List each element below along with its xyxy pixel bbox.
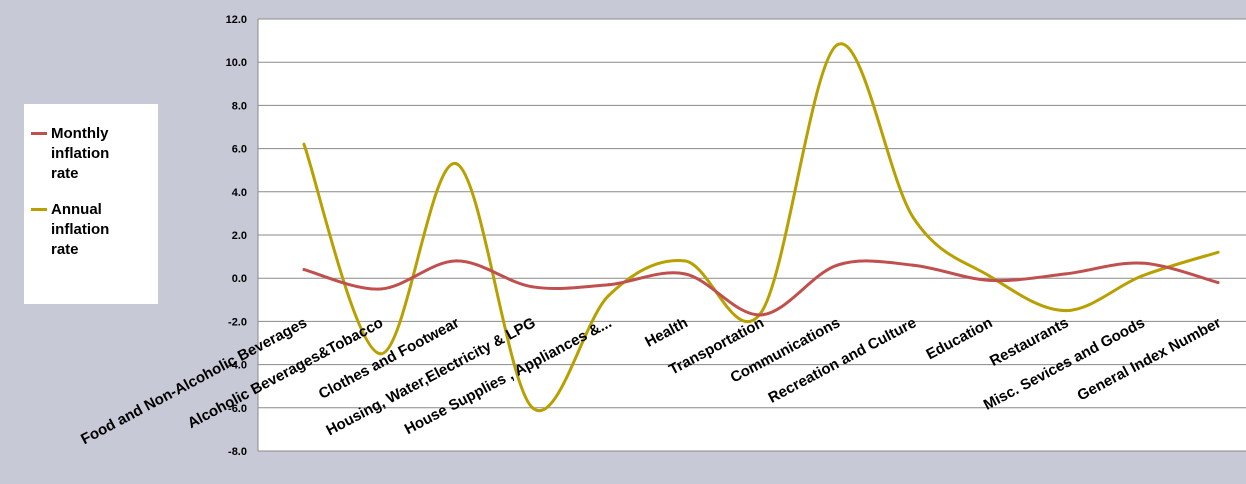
data-point-monthly-4 (607, 283, 611, 287)
y-tick-label-3: 6.0 (232, 144, 247, 156)
data-point-annual-3 (531, 406, 534, 410)
y-tick-label-2: 8.0 (232, 100, 247, 112)
data-point-monthly-6 (759, 313, 763, 317)
data-point-monthly-0 (302, 268, 306, 272)
y-tick-label-8: -4.0 (228, 360, 247, 372)
y-tick-label-4: 4.0 (232, 187, 247, 199)
y-tick-label-9: -6.0 (228, 403, 247, 415)
data-point-annual-1 (378, 352, 382, 356)
chart-legend: Monthly inflation rate Annual inflation … (24, 104, 158, 304)
legend-label-monthly: Monthly inflation rate (51, 125, 110, 182)
data-point-annual-11 (1140, 274, 1144, 278)
data-point-monthly-12 (1216, 281, 1220, 284)
y-tick-label-5: 2.0 (232, 230, 247, 242)
data-point-annual-0 (302, 142, 306, 146)
data-point-annual-7 (835, 43, 839, 47)
data-point-annual-4 (607, 294, 611, 297)
data-point-monthly-9 (988, 278, 991, 282)
data-point-annual-8 (911, 216, 915, 220)
y-tick-label-7: -2.0 (228, 316, 247, 328)
legend-item-annual: Annual inflation rate (24, 200, 158, 260)
series-line-annual (302, 42, 1220, 413)
data-point-monthly-5 (683, 272, 687, 276)
data-point-monthly-10 (1064, 272, 1068, 276)
legend-label-annual: Annual inflation rate (51, 201, 110, 258)
data-point-annual-2 (454, 162, 458, 166)
y-tick-label-6: 0.0 (232, 273, 247, 285)
y-tick-label-10: -8.0 (228, 446, 247, 458)
data-point-annual-5 (683, 259, 687, 263)
data-point-monthly-11 (1140, 261, 1144, 265)
data-point-monthly-7 (835, 263, 839, 267)
legend-swatch-monthly (31, 132, 47, 135)
data-point-monthly-8 (911, 263, 915, 267)
data-point-monthly-1 (378, 287, 382, 291)
data-point-monthly-2 (454, 259, 458, 263)
data-point-monthly-3 (531, 285, 534, 289)
data-point-annual-9 (988, 274, 991, 278)
data-point-annual-10 (1064, 309, 1068, 313)
legend-item-monthly: Monthly inflation rate (24, 124, 158, 184)
y-tick-label-1: 10.0 (226, 57, 247, 69)
y-tick-label-0: 12.0 (226, 14, 247, 26)
data-point-annual-12 (1216, 250, 1220, 254)
legend-swatch-annual (31, 208, 47, 211)
